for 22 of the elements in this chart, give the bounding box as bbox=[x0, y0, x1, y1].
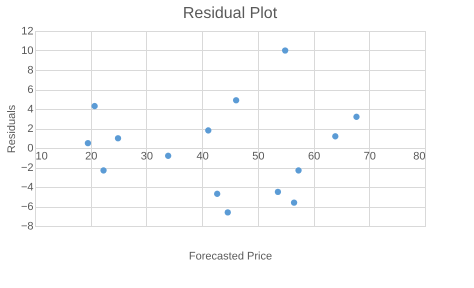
y-axis-title: Residuals bbox=[6, 104, 18, 154]
y-tick-label: 0 bbox=[27, 142, 34, 154]
x-tick-label: 80 bbox=[413, 150, 426, 162]
x-tick-label: 30 bbox=[140, 150, 154, 162]
y-tick-label: 4 bbox=[27, 104, 34, 116]
x-tick-label: 20 bbox=[85, 150, 98, 162]
x-tick-label: 50 bbox=[252, 150, 264, 162]
x-tick-label: 10 bbox=[36, 150, 48, 162]
y-tick-label: 6 bbox=[27, 84, 34, 96]
x-axis-title: Forecasted Price bbox=[188, 250, 272, 262]
x-tick-label: 70 bbox=[364, 150, 376, 162]
chart-title: Residual Plot bbox=[182, 5, 278, 22]
x-tick-label: 40 bbox=[196, 150, 209, 162]
y-tick-label: 12 bbox=[21, 26, 34, 38]
y-tick-label: 8 bbox=[27, 64, 34, 76]
x-tick-label: 60 bbox=[308, 150, 320, 162]
y-tick-label: −4 bbox=[20, 182, 34, 194]
y-tick-label: −8 bbox=[20, 220, 34, 232]
y-tick-label: −6 bbox=[20, 201, 34, 213]
y-tick-label: −2 bbox=[20, 162, 34, 174]
y-tick-label: 10 bbox=[21, 45, 34, 57]
y-tick-label: 2 bbox=[27, 123, 34, 135]
